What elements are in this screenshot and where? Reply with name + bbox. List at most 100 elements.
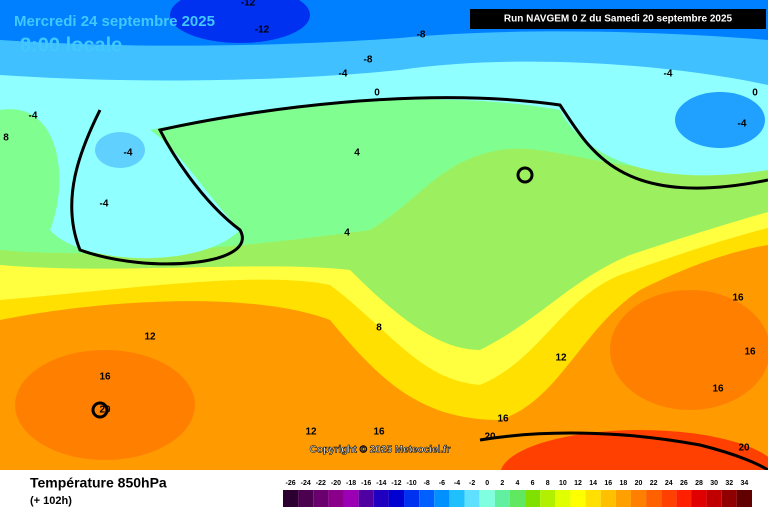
colorbar-swatch [630,490,647,507]
colorbar-swatch [388,490,405,507]
colorbar-swatch [736,490,752,507]
contour-label: 0 [752,88,758,99]
contour-label: 20 [484,432,496,443]
contour-label: 12 [555,353,567,364]
run-box [470,9,766,29]
contour-label: -4 [664,69,673,80]
colorbar-swatch [646,490,662,507]
colorbar-label: 8 [546,480,550,487]
colorbar: -26 -24 -22 -20 -18 -16 -14 -12 -10 -8 -6 -4 -2 0 2 4 6 8… [283,480,752,507]
colorbar-swatch [313,490,329,507]
contour-label: 4 [344,228,350,239]
contour-label: 16 [373,427,385,438]
colorbar-swatch [298,490,314,507]
contour-label: -4 [29,111,38,122]
colorbar-label: -8 [424,480,430,487]
colorbar-swatch [570,490,586,507]
contour-label: -4 [124,148,133,159]
contour-label: 16 [497,414,509,425]
colorbar-label: -10 [407,480,417,487]
colorbar-swatch [615,490,631,507]
colorbar-swatch [343,490,359,507]
colorbar-label: -2 [469,480,475,487]
contour-label: -4 [339,69,348,80]
colorbar-label: -26 [286,480,296,487]
colorbar-label: -22 [316,480,326,487]
colorbar-label: 30 [710,480,718,487]
contour-label: 16 [712,384,724,395]
contour-label: -4 [100,199,109,210]
colorbar-swatch [585,490,601,507]
colorbar-swatch [283,490,299,507]
map-time: 8:00 locale [20,34,122,56]
colorbar-label: 4 [516,480,520,487]
colorbar-swatch [661,490,677,507]
colorbar-label: 34 [741,480,749,487]
contour-label: 8 [376,323,382,334]
colorbar-label: 24 [665,480,673,487]
colorbar-swatch [479,490,495,507]
contour-label: 12 [144,332,156,343]
colorbar-swatch [540,490,556,507]
colorbar-swatch [404,490,420,507]
map-date: Mercredi 24 septembre 2025 [14,13,215,30]
contour-label: -12 [255,25,270,36]
contour-label: -8 [417,30,426,41]
colorbar-label: 26 [680,480,688,487]
colorbar-label: -18 [346,480,356,487]
colorbar-swatch [464,490,480,507]
run-info: Run NAVGEM 0 Z du Samedi 20 septembre 20… [504,14,733,25]
colorbar-label: 32 [725,480,733,487]
lead-time: (+ 102h) [30,495,72,507]
colorbar-swatch [721,490,737,507]
colorbar-label: -6 [439,480,445,487]
contour-label: 20 [738,443,750,454]
colorbar-swatch [706,490,722,507]
colorbar-label: 12 [574,480,582,487]
contour-label: -12 [241,0,256,9]
contour-label: 0 [374,88,380,99]
colorbar-label: 18 [620,480,628,487]
variable: Température 850hPa [30,475,167,491]
colorbar-swatch [600,490,616,507]
colorbar-swatch [509,490,526,507]
colorbar-swatch [328,490,344,507]
colorbar-swatch [494,490,510,507]
colorbar-label: -20 [331,480,341,487]
contour-label: -4 [738,119,747,130]
colorbar-swatch [525,490,541,507]
colorbar-label: 20 [635,480,643,487]
colorbar-label: -24 [301,480,311,487]
copyright: Copyright © 2025 Meteociel.fr [310,445,451,456]
colorbar-label: 14 [589,480,597,487]
colorbar-swatch [449,490,465,507]
contour-label: 16 [732,293,744,304]
colorbar-label: -4 [454,480,460,487]
colorbar-swatch [555,490,571,507]
contour-label: 16 [99,372,111,383]
colorbar-label: 2 [500,480,504,487]
colorbar-label: 28 [695,480,703,487]
colorbar-label: 6 [531,480,535,487]
colorbar-swatch [434,490,450,507]
colorbar-swatch [358,490,374,507]
contour-label: 12 [305,427,317,438]
colorbar-swatch [676,490,692,507]
contour-label: 4 [354,148,360,159]
contour-label: 20 [99,405,111,416]
contour-label: 8 [3,133,9,144]
colorbar-label: -16 [361,480,371,487]
contour-label: 16 [744,347,756,358]
colorbar-label: 16 [604,480,612,487]
colorbar-label: 0 [485,480,489,487]
contour-label: -8 [364,55,373,66]
colorbar-label: -12 [391,480,401,487]
colorbar-label: 22 [650,480,658,487]
colorbar-label: -14 [376,480,386,487]
colorbar-label: 10 [559,480,567,487]
colorbar-swatch [419,490,435,507]
colorbar-swatch [691,490,707,507]
colorbar-swatch [373,490,389,507]
